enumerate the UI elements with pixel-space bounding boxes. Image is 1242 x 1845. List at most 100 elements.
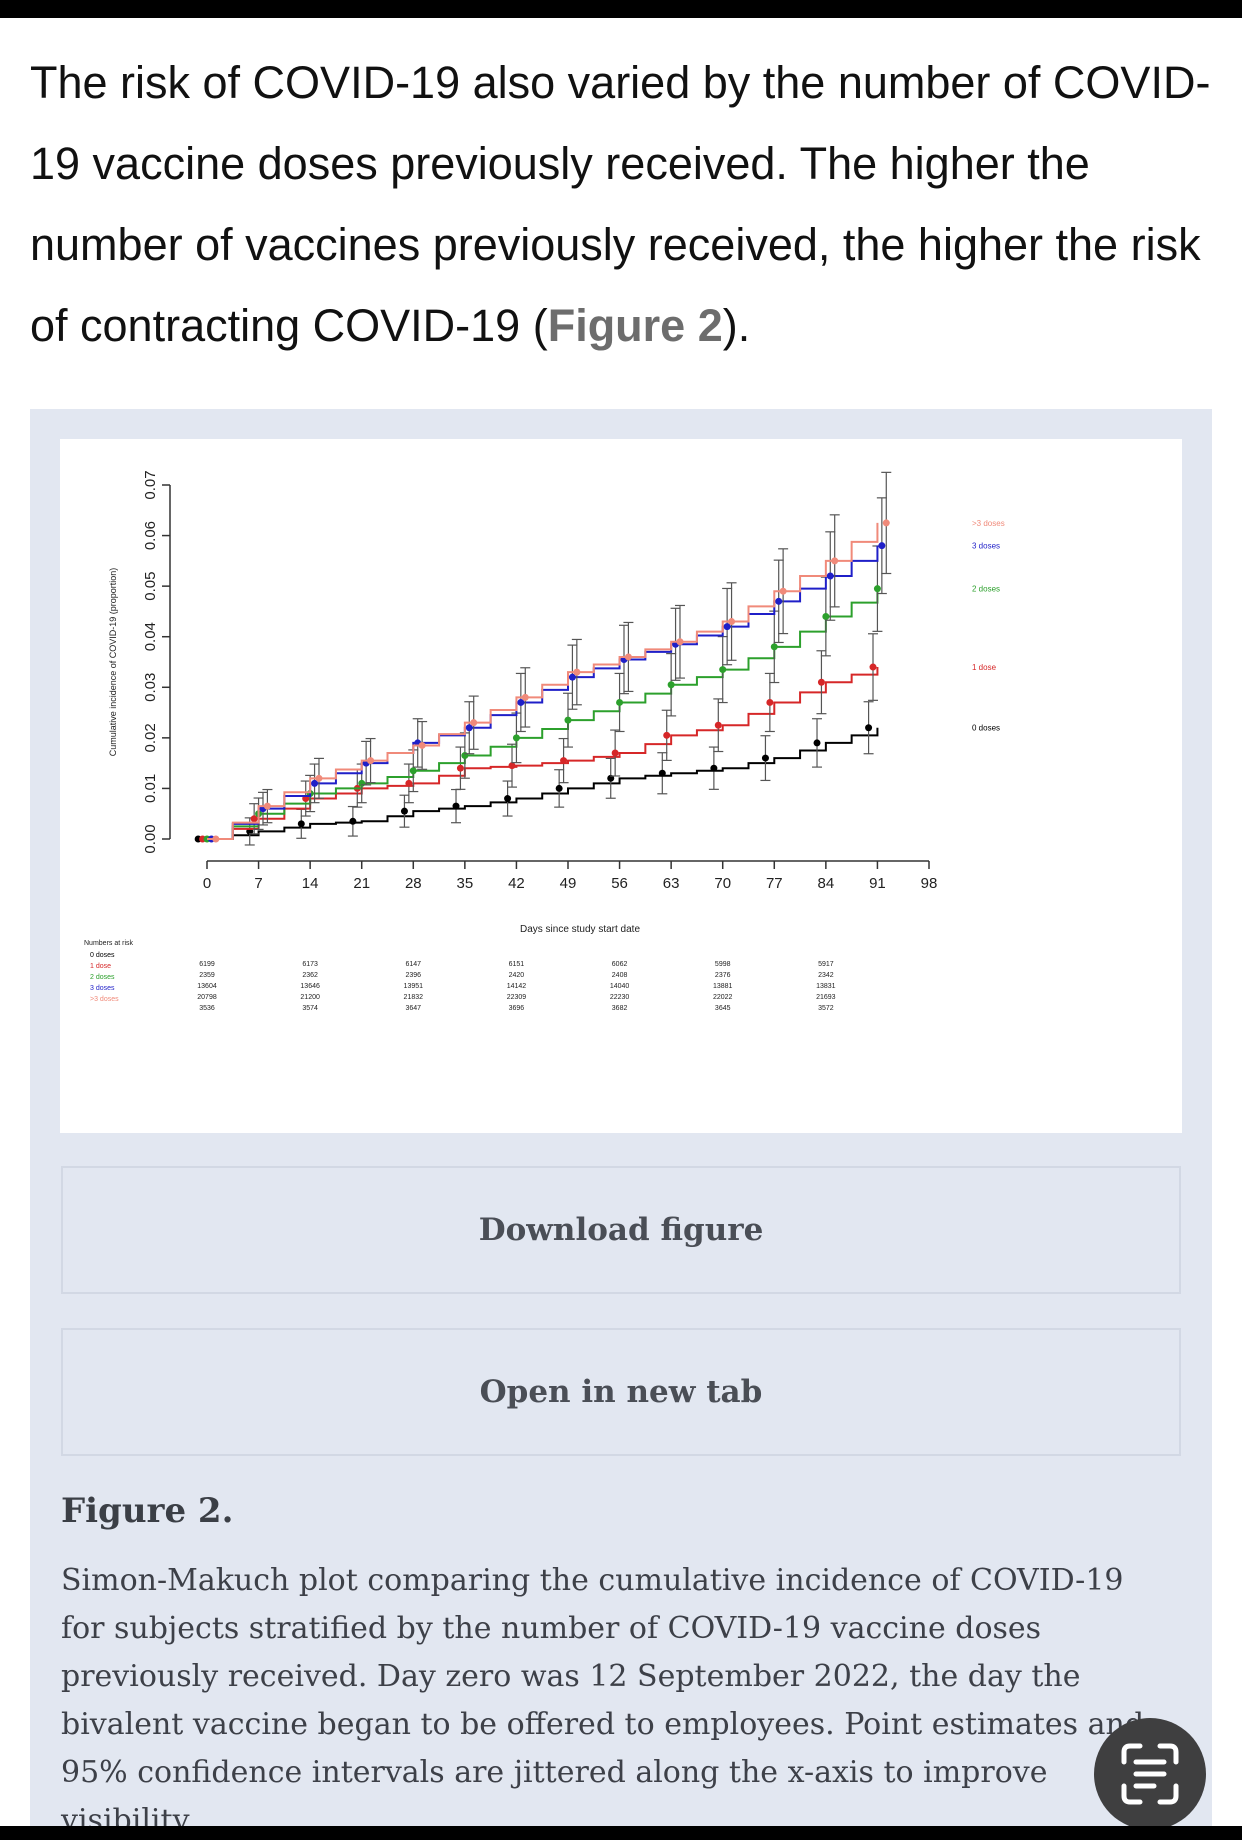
risk-cell: 2376 bbox=[715, 972, 731, 979]
data-point bbox=[555, 784, 563, 792]
series-line bbox=[207, 667, 879, 840]
data-point bbox=[714, 721, 722, 729]
series-label: 3 doses bbox=[972, 542, 1000, 551]
data-point bbox=[212, 835, 220, 843]
series-label: 0 doses bbox=[972, 724, 1000, 733]
data-point bbox=[770, 643, 778, 651]
data-point bbox=[465, 724, 473, 732]
risk-cell: 3647 bbox=[405, 1005, 421, 1012]
risk-cell: 2420 bbox=[509, 972, 525, 979]
intro-tail: ). bbox=[722, 300, 751, 351]
x-tick-label: 84 bbox=[818, 875, 835, 892]
x-tick-label: 56 bbox=[611, 875, 628, 892]
y-axis-label: Cumulative incidence of COVID-19 (propor… bbox=[108, 568, 118, 757]
risk-row-label: 0 doses bbox=[90, 952, 115, 959]
text-scan-icon bbox=[1121, 1743, 1179, 1805]
figure-title: Figure 2. bbox=[61, 1491, 234, 1531]
risk-cell: 2359 bbox=[199, 972, 215, 979]
risk-cell: 22230 bbox=[610, 994, 630, 1001]
data-point bbox=[560, 757, 568, 765]
data-point bbox=[405, 779, 413, 787]
data-point bbox=[616, 698, 624, 706]
x-axis-label: Days since study start date bbox=[520, 924, 640, 935]
y-tick-label: 0.07 bbox=[142, 470, 159, 499]
data-point bbox=[882, 519, 890, 527]
x-tick-label: 42 bbox=[508, 875, 525, 892]
data-point bbox=[315, 774, 323, 782]
data-point bbox=[521, 693, 529, 701]
risk-cell: 3574 bbox=[302, 1005, 318, 1012]
data-point bbox=[719, 666, 727, 674]
cumulative-incidence-chart: 0.00 0.01 0.02 0.03 0.04 0.05 0.06 0.07 Cumulati… bbox=[84, 470, 1005, 1012]
data-point bbox=[250, 815, 258, 823]
risk-cell: 2342 bbox=[818, 972, 834, 979]
risk-cell: 6173 bbox=[302, 961, 318, 968]
risk-table-title: Numbers at risk bbox=[84, 940, 134, 947]
risk-row-label: 2 doses bbox=[90, 974, 115, 981]
risk-cell: 3696 bbox=[509, 1005, 525, 1012]
risk-cell: 13881 bbox=[713, 983, 733, 990]
text-scan-button[interactable] bbox=[1094, 1718, 1206, 1830]
data-point bbox=[813, 739, 821, 747]
y-tick-label: 0.05 bbox=[142, 572, 159, 601]
data-point bbox=[831, 557, 839, 565]
risk-row-label: 3 doses bbox=[90, 985, 115, 992]
data-point bbox=[869, 663, 877, 671]
risk-cell: 2362 bbox=[302, 972, 318, 979]
data-point bbox=[766, 698, 774, 706]
data-point bbox=[761, 754, 769, 762]
data-point bbox=[400, 807, 408, 815]
risk-cell: 6062 bbox=[612, 961, 628, 968]
risk-cell: 2396 bbox=[405, 972, 421, 979]
series-label: >3 doses bbox=[972, 519, 1005, 528]
data-point bbox=[517, 698, 525, 706]
data-point bbox=[311, 779, 319, 787]
data-point bbox=[775, 597, 783, 605]
data-point bbox=[779, 587, 787, 595]
series-line bbox=[207, 522, 879, 840]
data-point bbox=[658, 769, 666, 777]
x-tick-label: 70 bbox=[714, 875, 731, 892]
data-point bbox=[461, 752, 469, 760]
series-label: 2 doses bbox=[972, 585, 1000, 594]
y-tick-label: 0.02 bbox=[142, 723, 159, 752]
status-bar bbox=[0, 0, 1242, 18]
data-point bbox=[263, 802, 271, 810]
data-point bbox=[470, 719, 478, 727]
data-point bbox=[349, 817, 357, 825]
data-point bbox=[878, 542, 886, 550]
data-point bbox=[663, 731, 671, 739]
risk-cell: 21200 bbox=[300, 994, 320, 1001]
data-point bbox=[409, 767, 417, 775]
risk-cell: 3536 bbox=[199, 1005, 215, 1012]
risk-row-label: >3 doses bbox=[90, 996, 119, 1003]
x-tick-label: 63 bbox=[663, 875, 680, 892]
intro-text: The risk of COVID-19 also varied by the … bbox=[30, 57, 1211, 351]
open-in-new-tab-button[interactable]: Open in new tab bbox=[61, 1328, 1181, 1456]
series-line bbox=[207, 727, 879, 840]
download-figure-button[interactable]: Download figure bbox=[61, 1166, 1181, 1294]
data-point bbox=[873, 585, 881, 593]
data-point bbox=[723, 623, 731, 631]
data-point bbox=[822, 612, 830, 620]
data-point bbox=[297, 820, 305, 828]
risk-cell: 3682 bbox=[612, 1005, 628, 1012]
risk-cell: 3572 bbox=[818, 1005, 834, 1012]
figure-2-link[interactable]: Figure 2 bbox=[547, 300, 723, 351]
intro-paragraph: The risk of COVID-19 also varied by the … bbox=[30, 42, 1215, 366]
risk-cell: 13951 bbox=[404, 983, 424, 990]
x-tick-label: 98 bbox=[921, 875, 938, 892]
y-tick-label: 0.04 bbox=[142, 622, 159, 651]
risk-cell: 21832 bbox=[404, 994, 424, 1001]
risk-cell: 6199 bbox=[199, 961, 215, 968]
x-tick-label: 77 bbox=[766, 875, 783, 892]
figure-image[interactable]: 0.00 0.01 0.02 0.03 0.04 0.05 0.06 0.07 Cumulati… bbox=[60, 439, 1182, 1133]
data-point bbox=[564, 716, 572, 724]
y-tick-label: 0.03 bbox=[142, 673, 159, 702]
series-label: 1 dose bbox=[972, 663, 997, 672]
data-point bbox=[504, 795, 512, 803]
data-point bbox=[358, 779, 366, 787]
x-tick-label: 0 bbox=[203, 875, 211, 892]
data-point bbox=[568, 673, 576, 681]
risk-cell: 13646 bbox=[300, 983, 320, 990]
